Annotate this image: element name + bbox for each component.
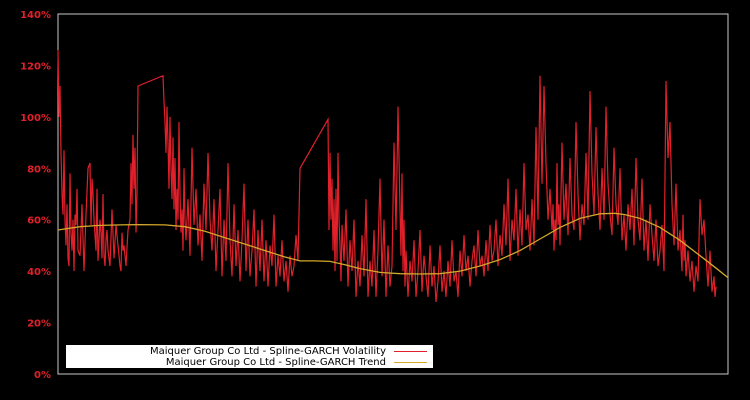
- y-tick-label: 80%: [27, 164, 51, 175]
- chart-legend: Maiquer Group Co Ltd - Spline-GARCH Vola…: [66, 345, 433, 368]
- legend-label: Maiquer Group Co Ltd - Spline-GARCH Vola…: [150, 346, 386, 357]
- volatility-line: [57, 49, 717, 303]
- legend-label: Maiquer Group Co Ltd - Spline-GARCH Tren…: [165, 357, 386, 368]
- trend-line: [57, 212, 729, 279]
- legend-swatch-gold: [394, 362, 427, 363]
- y-tick-label: 140%: [20, 10, 51, 21]
- legend-item-trend: Maiquer Group Co Ltd - Spline-GARCH Tren…: [166, 357, 427, 368]
- y-tick-label: 20%: [27, 319, 51, 330]
- legend-item-volatility: Maiquer Group Co Ltd - Spline-GARCH Vola…: [150, 346, 427, 357]
- y-tick-label: 60%: [27, 216, 51, 227]
- series-layer: [57, 49, 729, 303]
- y-tick-label: 100%: [20, 113, 51, 124]
- y-tick-label: 40%: [27, 267, 51, 278]
- y-tick-label: 120%: [20, 61, 51, 72]
- y-tick-label: 0%: [34, 370, 51, 381]
- y-axis: 0% 20% 40% 60% 80% 100% 120% 140%: [20, 10, 51, 381]
- legend-swatch-red: [394, 351, 427, 352]
